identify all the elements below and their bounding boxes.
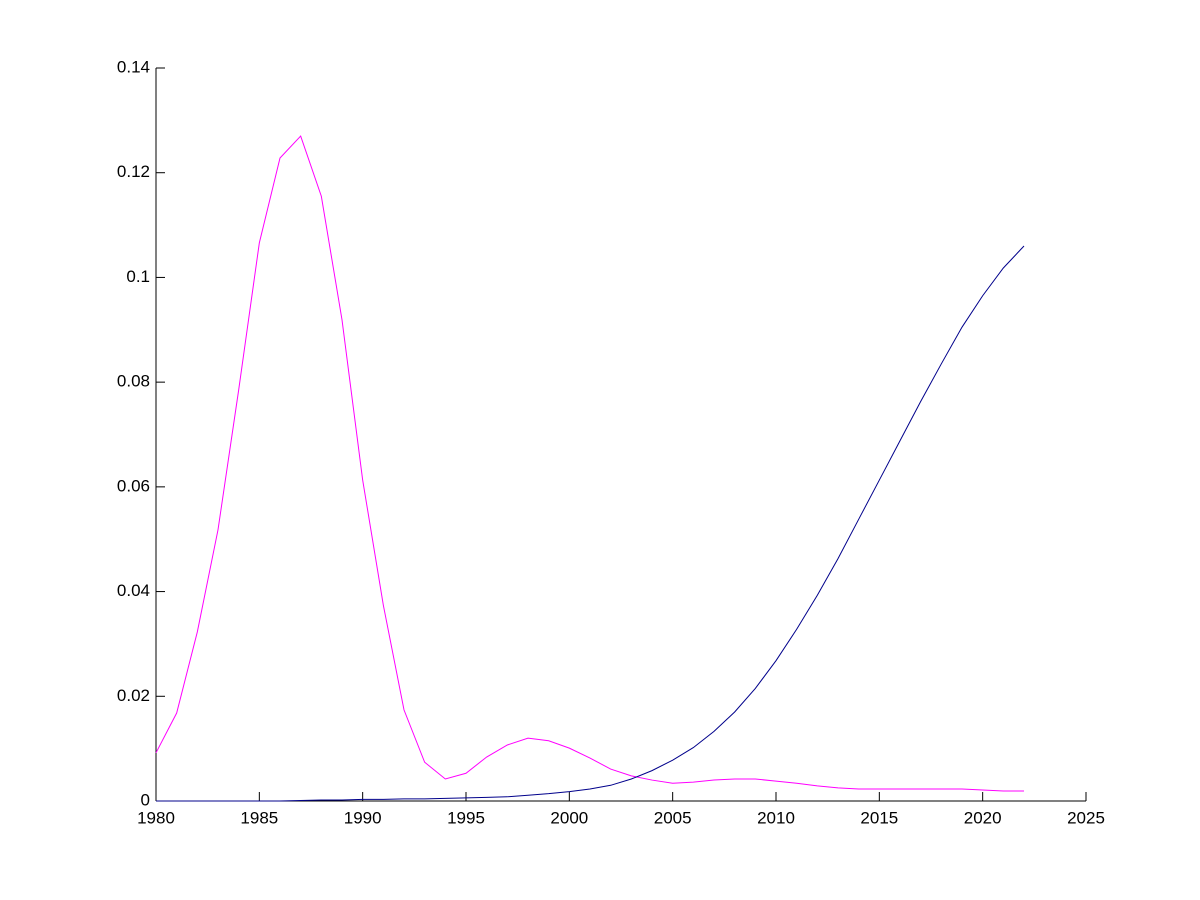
y-tick-label: 0.04	[117, 581, 150, 600]
line	[155, 135, 1024, 792]
x-tick-label: 2010	[757, 808, 795, 827]
y-tick-label: 0.02	[117, 686, 150, 705]
y-tick-label: 0.06	[117, 476, 150, 495]
x-tick-label: 2020	[964, 808, 1002, 827]
y-tick-label: 0	[141, 790, 150, 809]
x-tick-label: 1980	[137, 808, 175, 827]
y-tick-label: 0.1	[126, 267, 150, 286]
y-tick-label: 0.08	[117, 372, 150, 391]
line	[156, 245, 1025, 802]
y-tick-label: 0.14	[117, 57, 150, 76]
x-tick-label: 1995	[447, 808, 485, 827]
x-tick-label: 1985	[240, 808, 278, 827]
x-tick-label: 2005	[654, 808, 692, 827]
x-tick-label: 2025	[1067, 808, 1105, 827]
x-tick-label: 1990	[344, 808, 382, 827]
y-tick-label: 0.12	[117, 162, 150, 181]
x-tick-label: 2000	[550, 808, 588, 827]
x-tick-label: 2015	[860, 808, 898, 827]
